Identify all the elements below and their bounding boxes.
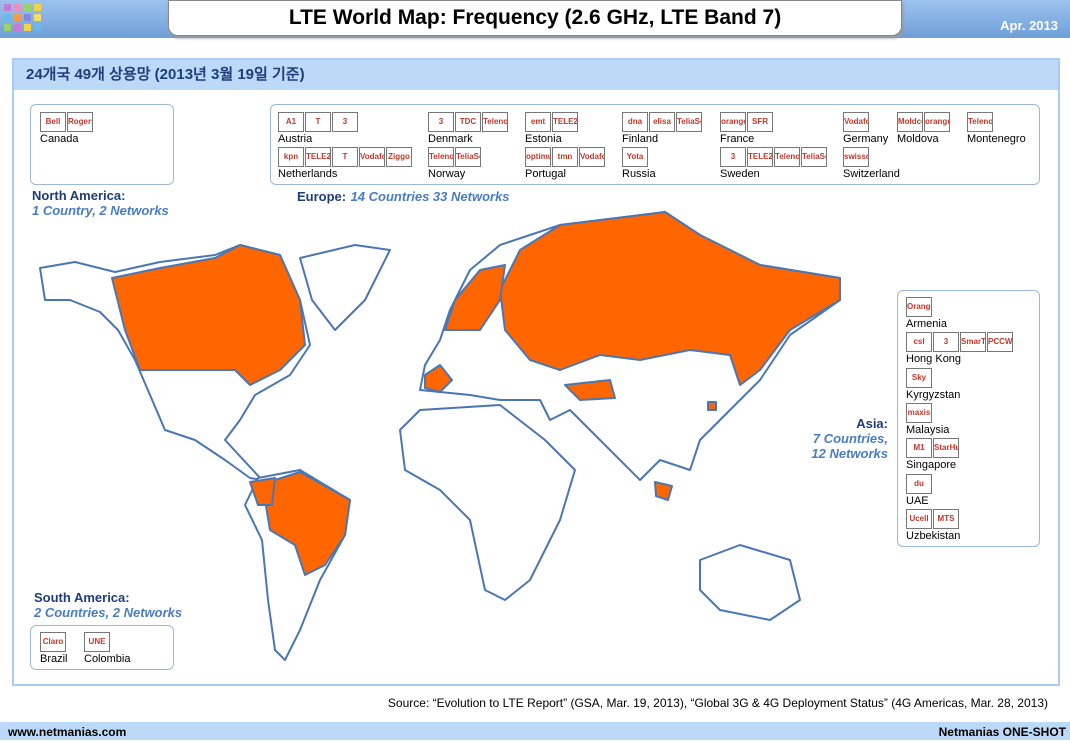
network-logo: 3 bbox=[933, 332, 959, 353]
network-logo: MTS bbox=[933, 508, 959, 529]
country-name: Montenegro bbox=[967, 133, 1026, 145]
country-name: Netherlands bbox=[278, 168, 338, 180]
network-logo: T bbox=[305, 112, 331, 132]
network-logo: dna bbox=[622, 112, 648, 132]
network-logo: TELE2 bbox=[305, 147, 331, 167]
country-name: Singapore bbox=[906, 459, 957, 472]
network-logo: SmarTone bbox=[960, 332, 986, 353]
country-name: France bbox=[720, 133, 755, 145]
region-summary: 14 Countries 33 Networks bbox=[350, 189, 510, 204]
country-name: Uzbekistan bbox=[906, 529, 961, 542]
network-logo: orange bbox=[924, 112, 950, 132]
country-name: Colombia bbox=[84, 653, 131, 665]
world-map bbox=[39, 211, 841, 661]
region-name: North America: bbox=[32, 188, 126, 203]
network-logo: TeliaSonera bbox=[455, 147, 481, 167]
network-logo: Vodafone bbox=[843, 112, 869, 132]
country-name: Russia bbox=[622, 168, 656, 180]
network-logo: csl bbox=[906, 332, 932, 353]
north-america-label: North America: 1 Country, 2 Networks bbox=[32, 188, 169, 218]
country-name: Sweden bbox=[720, 168, 760, 180]
network-logo: optimus bbox=[525, 147, 551, 167]
network-logo: Vodafone bbox=[579, 147, 605, 167]
footer-right: Netmanias ONE-SHOT bbox=[938, 725, 1066, 739]
country-name: Norway bbox=[428, 168, 466, 180]
network-logo: StarHub bbox=[933, 438, 959, 459]
network-logo: Ucell bbox=[906, 508, 932, 529]
country-name: UAE bbox=[906, 494, 929, 507]
region-summary: 7 Countries, 12 Networks bbox=[811, 431, 888, 461]
network-logo: Bell bbox=[40, 112, 66, 132]
country-name: Portugal bbox=[525, 168, 566, 180]
region-name: Asia: bbox=[856, 416, 888, 431]
network-logo: SFR bbox=[747, 112, 773, 132]
country-name: Estonia bbox=[525, 133, 562, 145]
network-logo: Moldcell bbox=[897, 112, 923, 132]
network-logo: Telenor bbox=[774, 147, 800, 167]
network-logo: TELE2 bbox=[552, 112, 578, 132]
network-logo: kpn bbox=[278, 147, 304, 167]
network-logo: T bbox=[332, 147, 358, 167]
country-name: Malaysia bbox=[906, 423, 950, 436]
network-logo: TDC bbox=[455, 112, 481, 132]
network-logo: TeliaSonera bbox=[801, 147, 827, 167]
network-logo: orange bbox=[720, 112, 746, 132]
network-logo: Orange bbox=[906, 297, 932, 317]
europe-label: Europe: 14 Countries 33 Networks bbox=[297, 188, 510, 206]
network-logo: 3 bbox=[332, 112, 358, 132]
network-logo: 3 bbox=[428, 112, 454, 132]
south-america-label: South America: 2 Countries, 2 Networks bbox=[34, 590, 182, 620]
country-name: Switzerland bbox=[843, 168, 900, 180]
region-summary: 1 Country, 2 Networks bbox=[32, 203, 169, 218]
source: Source: “Evolution to LTE Report” (GSA, … bbox=[387, 696, 1048, 710]
network-logo: TeliaSonera bbox=[676, 112, 702, 132]
network-logo: Rogers bbox=[67, 112, 93, 132]
network-logo: Vodafone bbox=[359, 147, 385, 167]
network-logo: PCCW bbox=[987, 332, 1013, 353]
country-name: Hong Kong bbox=[906, 353, 962, 366]
country-name: Brazil bbox=[40, 653, 68, 665]
footer-left: www.netmanias.com bbox=[8, 725, 127, 739]
title: LTE World Map: Frequency (2.6 GHz, LTE B… bbox=[168, 0, 902, 36]
network-logo: 3 bbox=[720, 147, 746, 167]
network-logo: Yota bbox=[622, 147, 648, 167]
network-logo: M1 bbox=[906, 438, 932, 459]
country-name: Austria bbox=[278, 133, 313, 145]
network-logo: UNE bbox=[84, 632, 110, 652]
footer: www.netmanias.com Netmanias ONE-SHOT bbox=[0, 722, 1070, 740]
network-logo: swisscom bbox=[843, 147, 869, 167]
network-logo: Sky Mobile bbox=[906, 367, 932, 388]
region-summary: 2 Countries, 2 Networks bbox=[34, 605, 183, 620]
country-name: Denmark bbox=[428, 133, 473, 145]
date: Apr. 2013 bbox=[1000, 18, 1058, 33]
country-name: Germany bbox=[843, 133, 889, 145]
country-name: Armenia bbox=[906, 318, 947, 330]
country-name: Moldova bbox=[897, 133, 939, 145]
network-logo: Ziggo bbox=[386, 147, 412, 167]
network-logo: Telenor bbox=[428, 147, 454, 167]
network-logo: du bbox=[906, 473, 932, 494]
brand-icon bbox=[4, 4, 41, 31]
country-name: Canada bbox=[40, 133, 79, 145]
asia-label: Asia: 7 Countries, 12 Networks bbox=[800, 416, 888, 461]
network-logo: Telenor bbox=[967, 112, 993, 132]
network-logo: maxis bbox=[906, 402, 932, 423]
network-logo: Telenor bbox=[482, 112, 508, 132]
region-name: South America: bbox=[34, 590, 130, 605]
network-logo: emt bbox=[525, 112, 551, 132]
network-logo: Claro bbox=[40, 632, 66, 652]
network-logo: TELE2 bbox=[747, 147, 773, 167]
panel-heading: 24개국 49개 상용망 (2013년 3월 19일 기준) bbox=[14, 60, 1058, 90]
network-logo: A1 bbox=[278, 112, 304, 132]
network-logo: tmn bbox=[552, 147, 578, 167]
region-name: Europe: bbox=[297, 189, 347, 204]
country-name: Finland bbox=[622, 133, 659, 145]
network-logo: elisa bbox=[649, 112, 675, 132]
country-name: Kyrgyzstan bbox=[906, 388, 961, 401]
